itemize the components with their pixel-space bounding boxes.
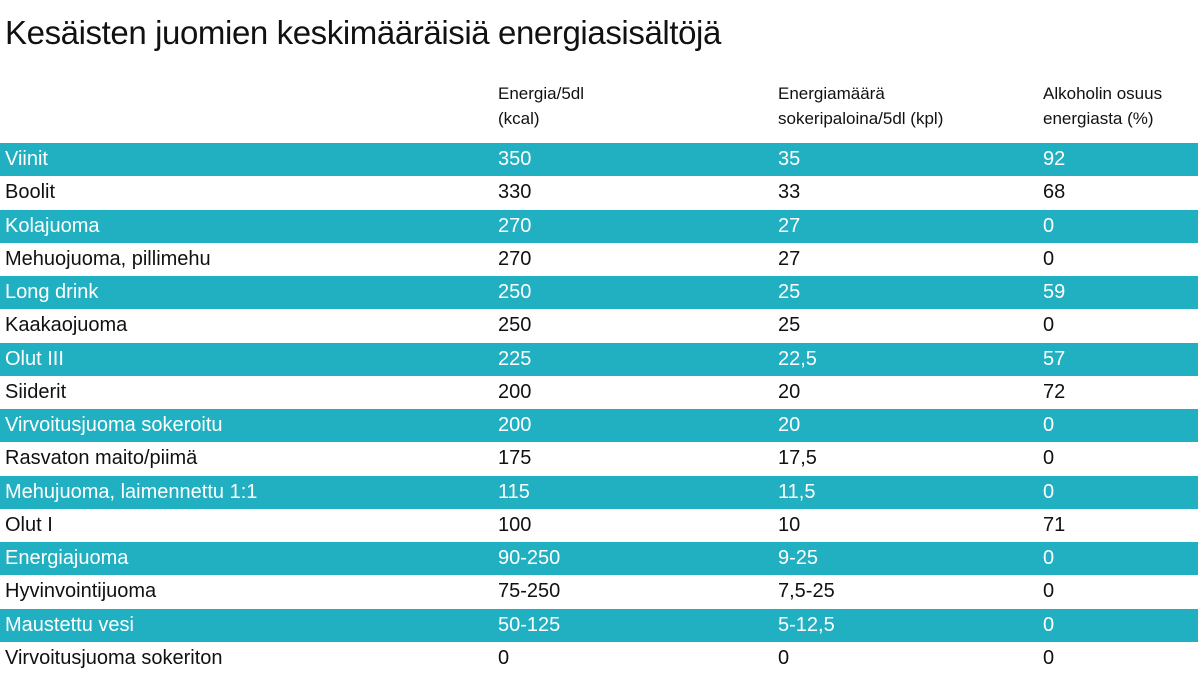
column-header-sugar-cubes: Energiamäärä sokeripaloina/5dl (kpl) <box>778 84 944 128</box>
cell-sugar-cubes: 5-12,5 <box>778 613 835 636</box>
cell-drink-name: Hyvinvointijuoma <box>5 580 157 603</box>
table-row: Siiderit 200 20 72 <box>0 376 1198 409</box>
cell-sugar-cubes: 22,5 <box>778 347 817 370</box>
cell-sugar-cubes: 0 <box>778 646 790 669</box>
cell-energy-kcal: 270 <box>498 214 532 237</box>
table-row: Hyvinvointijuoma 75-250 7,5-25 0 <box>0 575 1198 608</box>
cell-sugar-cubes: 33 <box>778 181 801 204</box>
cell-alcohol-share: 68 <box>1043 181 1066 204</box>
cell-energy-kcal: 200 <box>498 380 532 403</box>
table-row: Mehujuoma, laimennettu 1:1 115 11,5 0 <box>0 475 1198 509</box>
cell-alcohol-share: 72 <box>1043 380 1066 403</box>
cell-sugar-cubes: 25 <box>778 314 801 337</box>
table-row: Kolajuoma 270 27 0 <box>0 209 1198 243</box>
cell-energy-kcal: 100 <box>498 513 532 536</box>
table-row: Maustettu vesi 50-125 5-12,5 0 <box>0 608 1198 642</box>
column-header-alcohol-share: Alkoholin osuus energiasta (%) <box>1043 84 1163 128</box>
cell-energy-kcal: 270 <box>498 247 532 270</box>
cell-energy-kcal: 75-250 <box>498 580 561 603</box>
table-row: Viinit 350 35 92 <box>0 143 1198 177</box>
cell-energy-kcal: 250 <box>498 314 532 337</box>
cell-alcohol-share: 0 <box>1043 447 1055 470</box>
column-header-energy: Energia/5dl (kcal) <box>498 84 585 128</box>
cell-drink-name: Olut III <box>5 347 64 370</box>
cell-sugar-cubes: 27 <box>778 247 801 270</box>
cell-alcohol-share: 0 <box>1043 580 1055 603</box>
cell-energy-kcal: 115 <box>498 480 530 503</box>
cell-alcohol-share: 57 <box>1043 347 1066 370</box>
table-row: Kaakaojuoma 250 25 0 <box>0 309 1198 342</box>
cell-sugar-cubes: 25 <box>778 281 801 303</box>
cell-energy-kcal: 200 <box>498 414 532 436</box>
cell-drink-name: Maustettu vesi <box>5 613 134 636</box>
table-row: Virvoitusjuoma sokeriton 0 0 0 <box>0 642 1198 675</box>
cell-drink-name: Long drink <box>5 281 99 303</box>
cell-energy-kcal: 250 <box>498 281 532 303</box>
table-row: Mehuojuoma, pillimehu 270 27 0 <box>0 243 1198 276</box>
cell-alcohol-share: 0 <box>1043 314 1055 337</box>
cell-sugar-cubes: 7,5-25 <box>778 580 835 603</box>
table-row: Rasvaton maito/piimä 175 17,5 0 <box>0 442 1198 475</box>
cell-sugar-cubes: 11,5 <box>778 480 816 503</box>
cell-alcohol-share: 0 <box>1043 214 1055 237</box>
cell-drink-name: Virvoitusjuoma sokeriton <box>5 646 223 669</box>
cell-alcohol-share: 0 <box>1043 414 1055 436</box>
cell-alcohol-share: 92 <box>1043 148 1066 170</box>
cell-drink-name: Boolit <box>5 181 56 204</box>
table-row: Olut III 225 22,5 57 <box>0 342 1198 376</box>
table-header: Energia/5dl (kcal) Energiamäärä sokeripa… <box>0 81 1198 143</box>
cell-alcohol-share: 59 <box>1043 281 1066 303</box>
cell-drink-name: Kolajuoma <box>5 214 100 237</box>
cell-energy-kcal: 0 <box>498 646 510 669</box>
table-row: Long drink 250 25 59 <box>0 276 1198 310</box>
table-row: Olut I 100 10 71 <box>0 509 1198 542</box>
table-row: Virvoitusjuoma sokeroitu 200 20 0 <box>0 409 1198 443</box>
cell-drink-name: Energiajuoma <box>5 547 129 569</box>
page-title: Kesäisten juomien keskimääräisiä energia… <box>5 14 721 51</box>
cell-alcohol-share: 0 <box>1043 480 1055 503</box>
cell-sugar-cubes: 17,5 <box>778 447 817 470</box>
cell-sugar-cubes: 20 <box>778 414 801 436</box>
cell-drink-name: Virvoitusjuoma sokeroitu <box>5 414 223 436</box>
cell-drink-name: Siiderit <box>5 380 67 403</box>
cell-alcohol-share: 0 <box>1043 613 1055 636</box>
cell-alcohol-share: 0 <box>1043 247 1055 270</box>
cell-sugar-cubes: 27 <box>778 214 801 237</box>
cell-alcohol-share: 71 <box>1043 513 1066 536</box>
cell-alcohol-share: 0 <box>1043 646 1055 669</box>
cell-energy-kcal: 330 <box>498 181 532 204</box>
cell-drink-name: Mehuojuoma, pillimehu <box>5 247 211 270</box>
cell-sugar-cubes: 10 <box>778 513 801 536</box>
cell-energy-kcal: 90-250 <box>498 547 561 569</box>
table-row: Boolit 330 33 68 <box>0 176 1198 209</box>
cell-sugar-cubes: 9-25 <box>778 547 819 569</box>
cell-energy-kcal: 175 <box>498 447 532 470</box>
cell-drink-name: Kaakaojuoma <box>5 314 128 337</box>
cell-energy-kcal: 350 <box>498 148 532 170</box>
cell-energy-kcal: 225 <box>498 347 532 370</box>
cell-drink-name: Viinit <box>5 148 48 170</box>
table-row: Energiajuoma 90-250 9-25 0 <box>0 542 1198 576</box>
table-body: Viinit 350 35 92 Boolit 330 33 68 Kolajuoma 270 27… <box>0 143 1198 675</box>
cell-alcohol-share: 0 <box>1043 547 1055 569</box>
cell-sugar-cubes: 35 <box>778 148 801 170</box>
cell-drink-name: Mehujuoma, laimennettu 1:1 <box>5 480 258 503</box>
cell-drink-name: Rasvaton maito/piimä <box>5 447 198 470</box>
cell-drink-name: Olut I <box>5 513 53 536</box>
cell-sugar-cubes: 20 <box>778 380 801 403</box>
cell-energy-kcal: 50-125 <box>498 613 561 636</box>
